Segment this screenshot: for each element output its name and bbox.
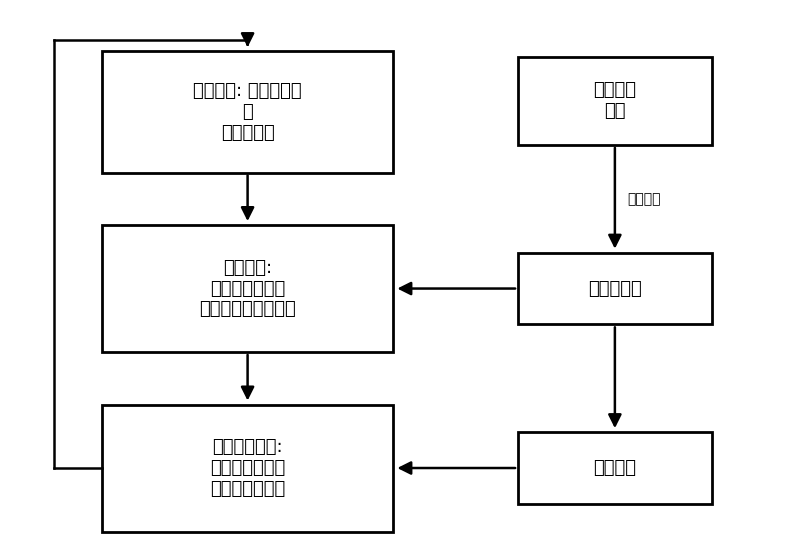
Text: 激光雷达
测距: 激光雷达 测距 — [594, 82, 637, 120]
Bar — [102, 225, 393, 352]
Text: 预测阶段: 估计下一时
刻
无人机位姿: 预测阶段: 估计下一时 刻 无人机位姿 — [194, 82, 302, 142]
Bar — [102, 51, 393, 173]
Text: 更新阶段:
通过观测点数据
对系统状态进行修正: 更新阶段: 通过观测点数据 对系统状态进行修正 — [199, 259, 296, 319]
Text: 点云数据: 点云数据 — [627, 192, 660, 206]
Text: 观测点提取: 观测点提取 — [588, 280, 642, 297]
Bar — [102, 405, 393, 532]
Text: 状态增广阶段:
新的观测点数据
加入系统状态中: 状态增广阶段: 新的观测点数据 加入系统状态中 — [210, 438, 285, 498]
Text: 数据关联: 数据关联 — [594, 459, 637, 477]
Bar — [518, 253, 712, 325]
Bar — [518, 57, 712, 145]
Bar — [518, 432, 712, 504]
